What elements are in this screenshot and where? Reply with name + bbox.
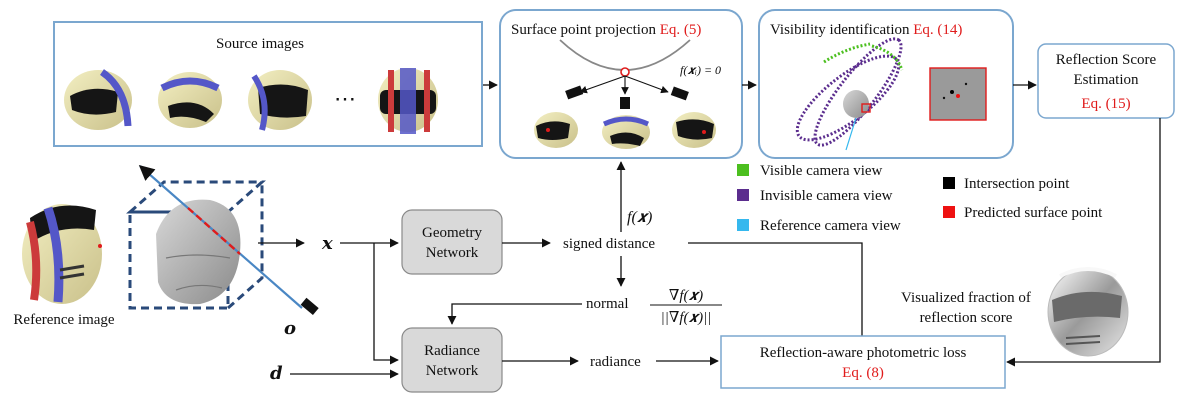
- arrow-normal-to-radiance: [447, 303, 582, 325]
- legend-swatch-intersection: [943, 177, 955, 189]
- symbol-x: 𝒙: [321, 233, 333, 253]
- legend: Visible camera view Invisible camera vie…: [737, 163, 1103, 234]
- intersection-dot: [950, 90, 954, 94]
- reflection-score-box: Reflection Score Estimation Eq. (15): [1037, 43, 1175, 119]
- camera-icon: [565, 85, 584, 100]
- loss-eq: Eq. (8): [842, 365, 884, 381]
- arrow-x-to-radiance: [373, 243, 399, 365]
- projection-formula: f(𝒙ᵢ) = 0: [680, 63, 721, 77]
- visibility-panel: Visibility identification Eq. (14): [758, 9, 1014, 159]
- inset-point: [942, 96, 946, 100]
- radiance-network-line2: Network: [426, 363, 479, 379]
- legend-swatch-invisible: [737, 189, 749, 201]
- radiance-network-line1: Radiance: [424, 343, 480, 359]
- sample-ray-segment: [187, 207, 241, 255]
- projection-panel: Surface point projection Eq. (5) f(𝒙ᵢ) =…: [499, 9, 743, 159]
- radiance-network-box: Radiance Network: [401, 327, 503, 393]
- legend-visible: Visible camera view: [760, 163, 883, 179]
- projection-ray-right: [624, 75, 669, 94]
- legend-swatch-predicted: [943, 206, 955, 218]
- reference-camera-ray: [845, 117, 857, 151]
- visible-camera-arc: [871, 44, 904, 71]
- geometry-network-box: Geometry Network: [401, 209, 503, 275]
- zoom-inset: [929, 67, 987, 121]
- zoom-region: [861, 103, 871, 113]
- loss-title: Reflection-aware photometric loss: [760, 345, 967, 361]
- projection-helmet-left: [534, 112, 578, 148]
- helmet-thumbnail-1: [64, 69, 132, 130]
- radiance-label: radiance: [590, 354, 641, 370]
- helmet-thumbnail-3: [248, 70, 312, 131]
- legend-swatch-visible: [737, 164, 749, 176]
- geometry-network-line1: Geometry: [422, 225, 482, 241]
- photometric-loss-box: Reflection-aware photometric loss Eq. (8…: [720, 335, 1006, 389]
- reference-image-label: Reference image: [13, 312, 115, 328]
- chrome-helmet-image: [1047, 267, 1129, 357]
- predicted-dot: [956, 94, 960, 98]
- legend-predicted: Predicted surface point: [964, 205, 1103, 221]
- arrow-sdf-to-loss: [688, 242, 867, 353]
- fraction-caption-line1: Visualized fraction of: [901, 290, 1031, 306]
- legend-invisible: Invisible camera view: [760, 188, 893, 204]
- reference-helmet-image: [22, 204, 102, 304]
- source-images-title: Source images: [216, 36, 304, 52]
- fx-label: f(𝒙): [627, 209, 652, 226]
- projection-title: Surface point projection Eq. (5): [511, 22, 701, 38]
- arrow-score-to-loss: [1006, 118, 1161, 367]
- camera-ray: [138, 164, 303, 309]
- helmet-thumbnail-4: [378, 68, 438, 134]
- projection-helmet-center: [602, 115, 650, 149]
- visibility-title: Visibility identification Eq. (14): [770, 22, 962, 38]
- helmet-thumbnail-2: [158, 72, 222, 128]
- source-images-panel: Source images ⋯: [53, 21, 483, 147]
- legend-intersection: Intersection point: [964, 176, 1070, 192]
- normal-denominator: ||∇f(𝒙)||: [661, 310, 712, 326]
- surface-point: [620, 67, 630, 77]
- camera-icon: [300, 297, 319, 315]
- normal-numerator: ∇f(𝒙): [669, 288, 703, 304]
- grey-helmet: [156, 199, 241, 305]
- projection-helmet-right: [672, 112, 716, 148]
- reflection-score-eq: Eq. (15): [1081, 96, 1130, 112]
- fraction-caption-line2: reflection score: [920, 310, 1013, 326]
- legend-reference: Reference camera view: [760, 218, 901, 234]
- visible-camera-arc: [823, 42, 871, 64]
- visibility-eq: Eq. (14): [913, 22, 962, 38]
- reflection-score-line1: Reflection Score: [1056, 52, 1157, 68]
- geometry-network-line2: Network: [426, 245, 479, 261]
- normal-label: normal: [586, 296, 629, 312]
- camera-icon: [620, 97, 630, 109]
- symbol-o: 𝒐: [284, 318, 296, 338]
- legend-swatch-reference: [737, 219, 749, 231]
- invisible-camera-orbit: [813, 37, 903, 147]
- projection-eq: Eq. (5): [660, 22, 702, 38]
- symbol-d: 𝒅: [270, 363, 283, 383]
- camera-icon: [670, 86, 689, 101]
- projection-ray-left: [579, 75, 626, 94]
- inset-point: [964, 82, 968, 86]
- signed-distance-label: signed distance: [563, 236, 655, 252]
- reflection-score-line2: Estimation: [1074, 72, 1139, 88]
- ellipsis: ⋯: [334, 86, 356, 111]
